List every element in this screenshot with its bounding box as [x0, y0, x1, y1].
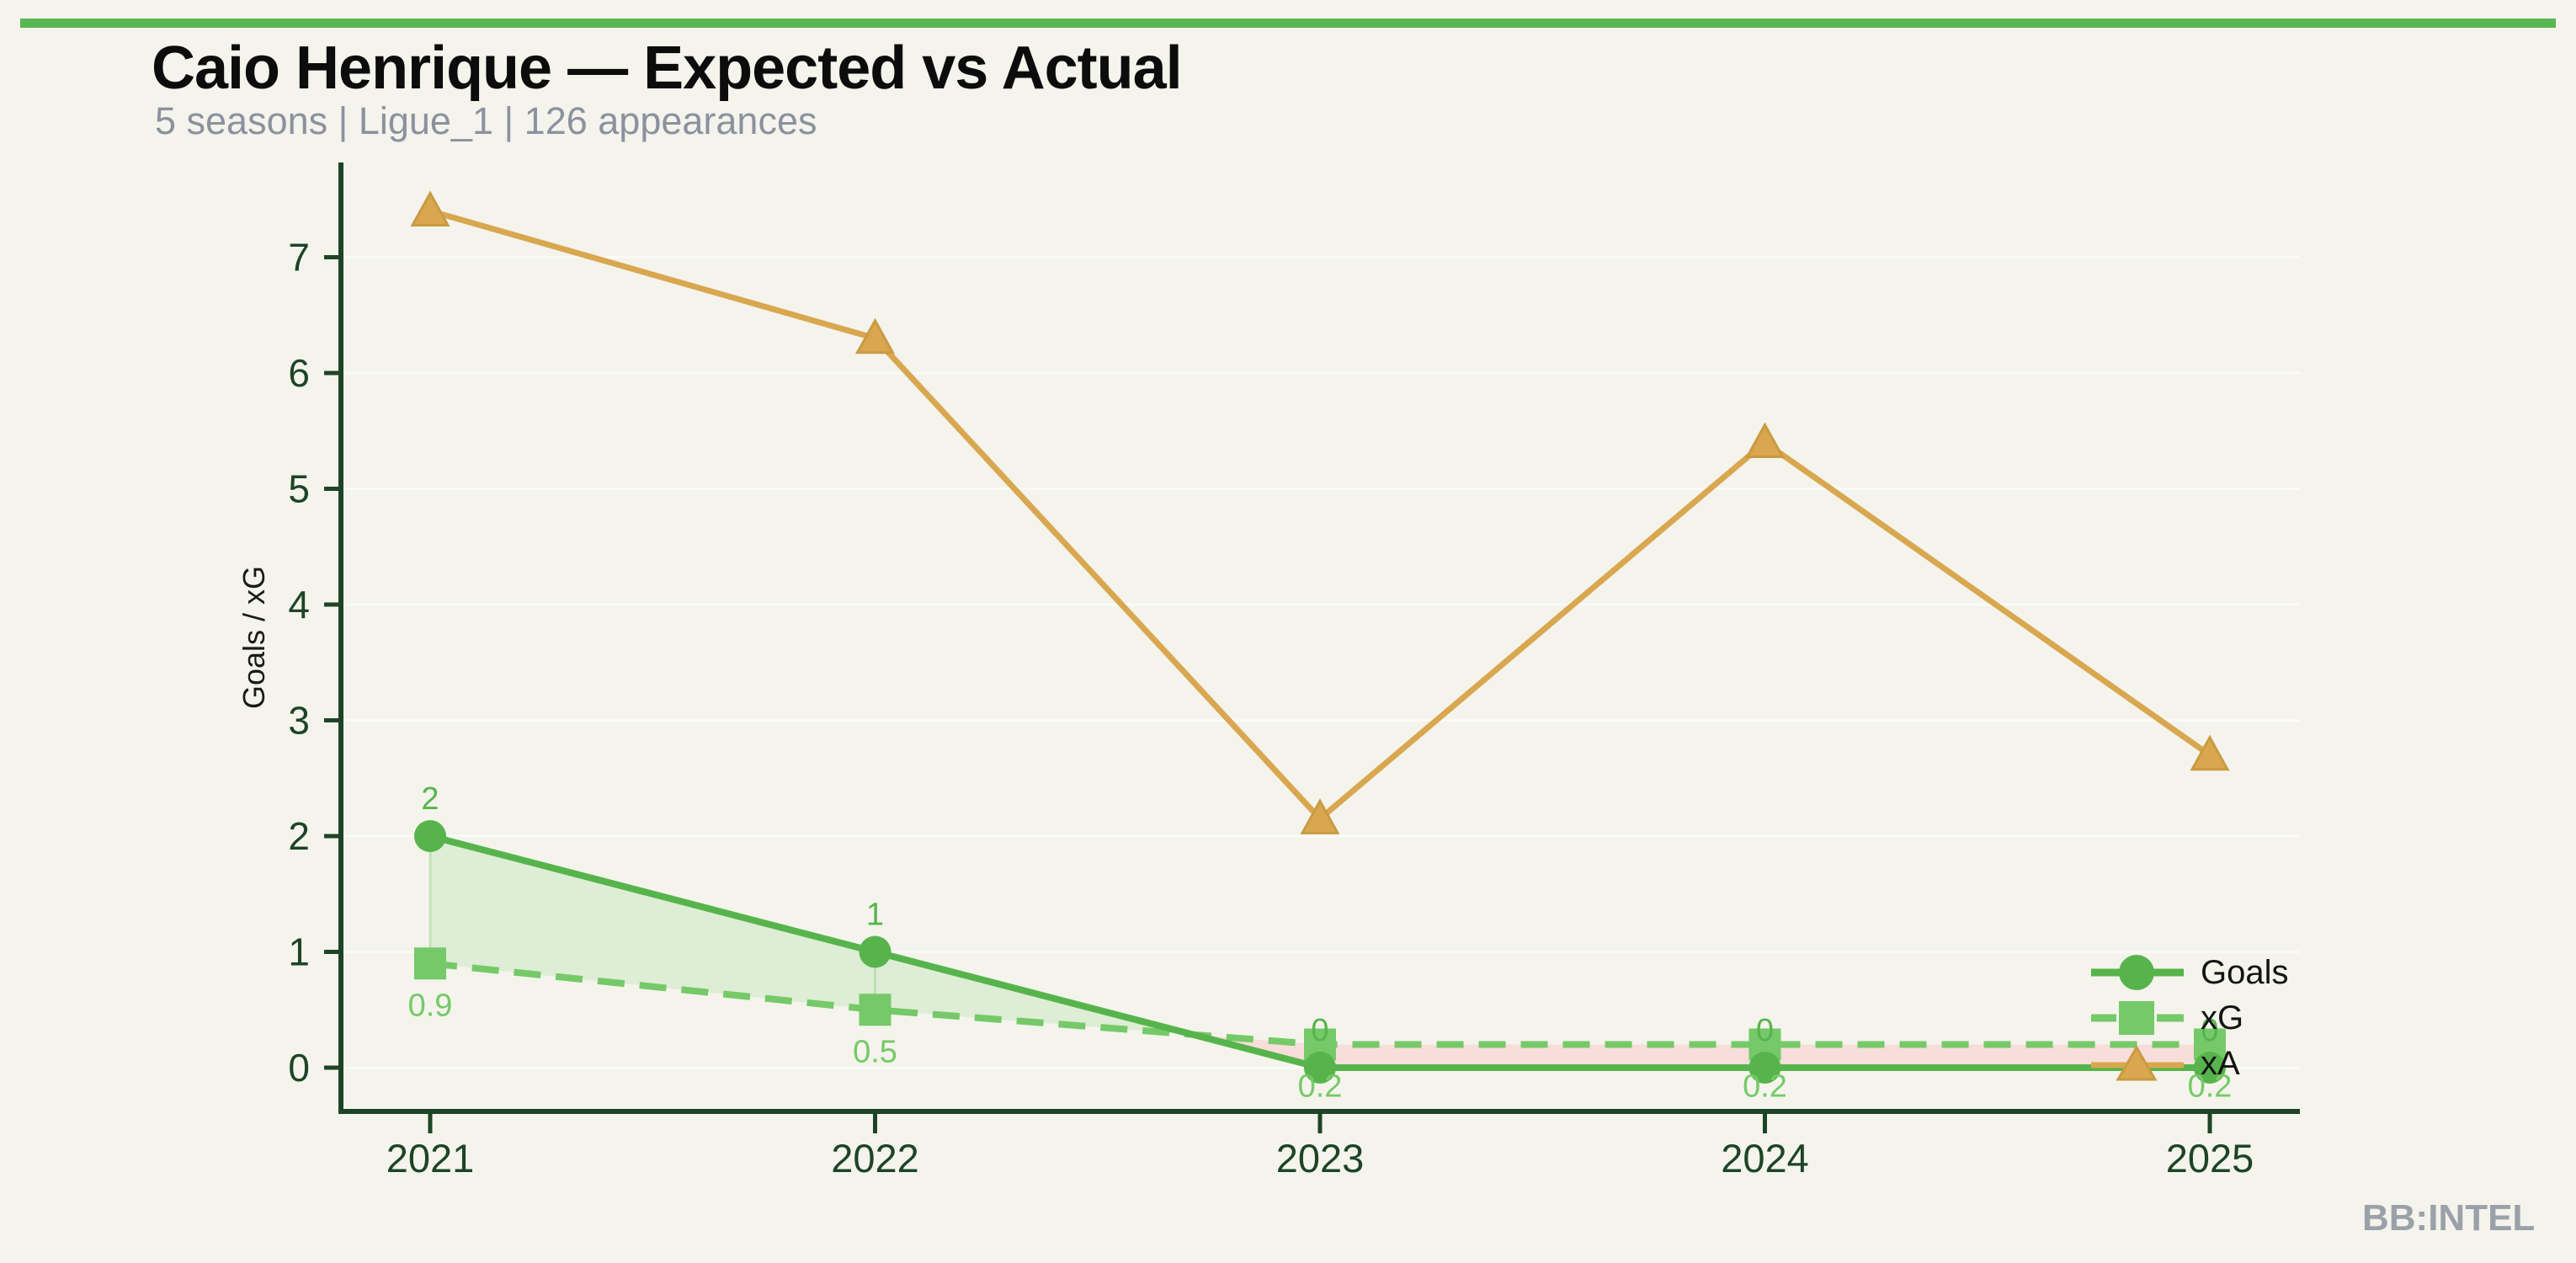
goals-point-marker — [1304, 1052, 1336, 1084]
goals-point-marker — [414, 820, 446, 852]
legend-item-xa: xA — [2091, 1041, 2289, 1086]
legend-label-xg: xG — [2201, 999, 2244, 1037]
fill-xg-over-goals — [1193, 1034, 2210, 1068]
goals-point-label: 1 — [866, 898, 884, 933]
brand-watermark: BB:INTEL — [2362, 1197, 2536, 1239]
xg-square-icon — [2091, 1001, 2184, 1035]
y-tick-label: 4 — [288, 583, 310, 626]
y-tick-label: 5 — [288, 467, 310, 511]
chart-title: Caio Henrique — Expected vs Actual — [152, 35, 1183, 102]
xa-point-marker — [854, 317, 896, 354]
y-tick-label: 7 — [288, 236, 310, 280]
goals-point-marker — [859, 935, 891, 968]
xg-point-label: 0.9 — [408, 988, 453, 1023]
top-accent-bar — [20, 19, 2556, 28]
x-tick-label: 2023 — [1276, 1136, 1365, 1180]
legend-label-xa: xA — [2201, 1045, 2240, 1082]
y-tick-label: 6 — [288, 351, 310, 395]
y-tick-label: 1 — [288, 930, 310, 974]
x-tick-label: 2021 — [386, 1136, 475, 1180]
goals-point-marker — [1748, 1052, 1781, 1084]
xa-triangle-icon — [2091, 1045, 2184, 1081]
legend: Goals xG xA — [2091, 950, 2289, 1086]
goals-line-circle-icon — [2091, 955, 2184, 990]
xa-point-marker — [1300, 798, 1340, 834]
xg-point-label: 0.2 — [1743, 1069, 1787, 1105]
x-tick-label: 2025 — [2166, 1136, 2254, 1180]
xg-point-label: 0.5 — [853, 1034, 897, 1069]
xa-line — [429, 208, 2212, 823]
y-tick-label: 3 — [288, 699, 310, 743]
goals-point-label: 0 — [2201, 1013, 2218, 1048]
legend-label-goals: Goals — [2201, 954, 2289, 991]
xa-point-marker — [1744, 422, 1786, 458]
xg-point-label: 0.2 — [2188, 1069, 2233, 1105]
xg-point-marker — [859, 994, 891, 1026]
xa-point-marker — [2190, 734, 2230, 771]
xg-point-label: 0.2 — [1298, 1069, 1343, 1105]
goals-point-label: 0 — [1311, 1013, 1328, 1048]
goals-point-marker — [2194, 1052, 2226, 1084]
legend-item-goals: Goals — [2091, 950, 2289, 995]
x-tick-label: 2024 — [1721, 1136, 1809, 1180]
y-tick-label: 0 — [288, 1046, 310, 1090]
xg-point-marker — [414, 947, 446, 980]
x-tick-label: 2022 — [831, 1136, 919, 1180]
y-tick-label: 2 — [288, 814, 310, 858]
legend-item-xg: xG — [2091, 995, 2289, 1041]
goals-point-label: 2 — [421, 781, 439, 817]
chart-subtitle: 5 seasons | Ligue_1 | 126 appearances — [155, 99, 817, 142]
xa-point-marker — [410, 190, 450, 226]
goals-point-label: 0 — [1756, 1013, 1774, 1048]
